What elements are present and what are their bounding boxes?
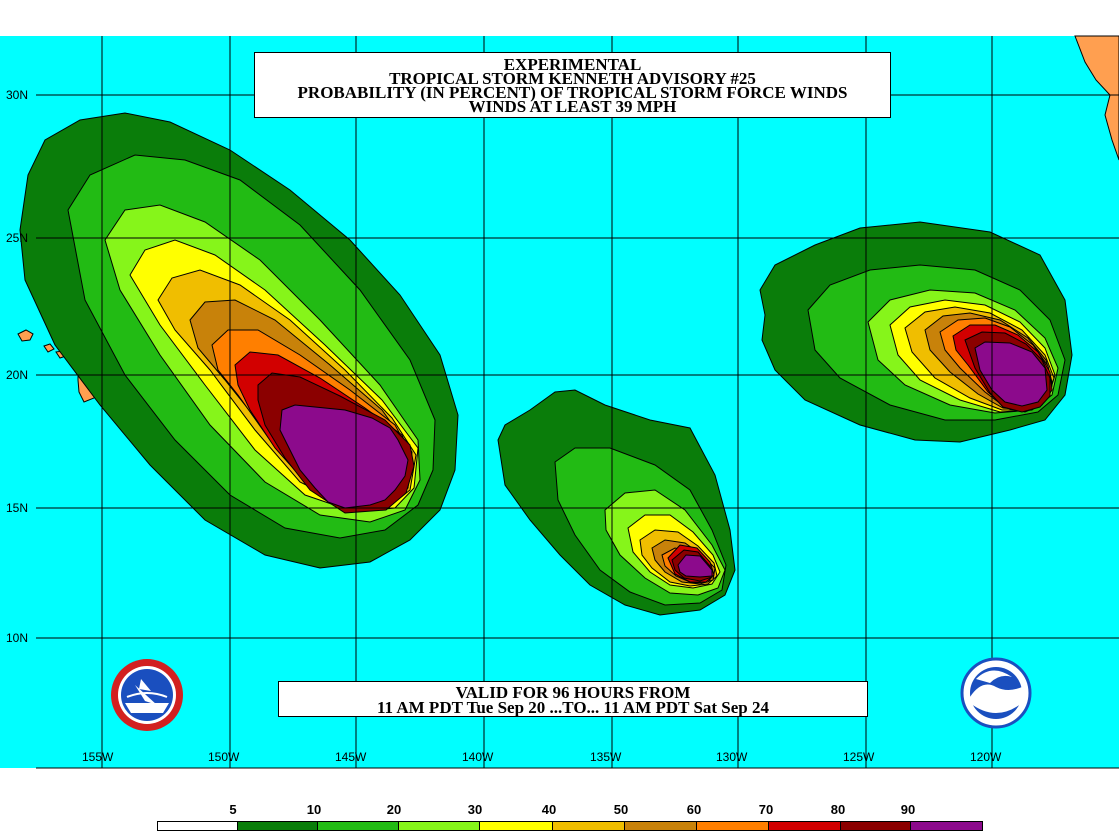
title-line-3: PROBABILITY (IN PERCENT) OF TROPICAL STO…: [297, 83, 848, 102]
valid-line-1: VALID FOR 96 HOURS FROM: [455, 683, 691, 702]
probability-area-east: [759, 221, 1073, 443]
lon-label-150w: 150W: [208, 750, 240, 764]
legend-tick-10: 10: [306, 802, 322, 817]
lat-label-25n: 25N: [6, 231, 29, 245]
lat-lon-grid: [36, 36, 1119, 768]
title-box: EXPERIMENTAL TROPICAL STORM KENNETH ADVI…: [254, 52, 891, 118]
legend-tick-30: 30: [467, 802, 483, 817]
nws-logo: [111, 659, 183, 731]
lon-label-155w: 155W: [82, 750, 114, 764]
legend-tick-50: 50: [613, 802, 629, 817]
title-line-2: TROPICAL STORM KENNETH ADVISORY #25: [389, 69, 756, 88]
title-line-4: WINDS AT LEAST 39 MPH: [468, 97, 677, 116]
legend-swatch-70-80: [768, 821, 841, 831]
legend-swatch-30-40: [479, 821, 553, 831]
legend-tick-40: 40: [541, 802, 557, 817]
lon-label-120w: 120W: [970, 750, 1002, 764]
legend-swatch-40-50: [552, 821, 625, 831]
legend-swatch-60-70: [696, 821, 769, 831]
legend-swatch-90-100: [910, 821, 983, 831]
legend-color-bar: [157, 821, 983, 831]
lat-label-10n: 10N: [6, 631, 29, 645]
lat-label-30n: 30N: [6, 88, 29, 102]
legend-tick-20: 20: [386, 802, 402, 817]
valid-line-2: 11 AM PDT Tue Sep 20 ...TO... 11 AM PDT …: [376, 698, 770, 717]
lon-label-135w: 135W: [590, 750, 622, 764]
legend-tick-80: 80: [830, 802, 846, 817]
lon-label-145w: 145W: [335, 750, 367, 764]
legend-tick-90: 90: [900, 802, 916, 817]
title-line-1: EXPERIMENTAL: [503, 55, 642, 74]
legend-tick-5: 5: [229, 802, 237, 817]
probability-area-middle: [497, 389, 736, 616]
legend-swatch-80-90: [840, 821, 911, 831]
lat-label-20n: 20N: [6, 368, 29, 382]
legend-swatch-10-20: [317, 821, 399, 831]
legend-swatch-50-60: [624, 821, 697, 831]
legend-swatch-20-30: [398, 821, 480, 831]
legend-swatch-5-10: [237, 821, 318, 831]
land-mexico: [1074, 35, 1119, 161]
lon-label-125w: 125W: [843, 750, 875, 764]
legend-swatch-0-5: [157, 821, 238, 831]
lon-label-130w: 130W: [716, 750, 748, 764]
probability-area-west: [19, 112, 459, 569]
legend-tick-70: 70: [758, 802, 774, 817]
legend-tick-60: 60: [686, 802, 702, 817]
lon-label-140w: 140W: [462, 750, 494, 764]
lat-label-15n: 15N: [6, 501, 29, 515]
valid-time-box: VALID FOR 96 HOURS FROM 11 AM PDT Tue Se…: [278, 681, 868, 717]
noaa-logo: [960, 657, 1032, 729]
